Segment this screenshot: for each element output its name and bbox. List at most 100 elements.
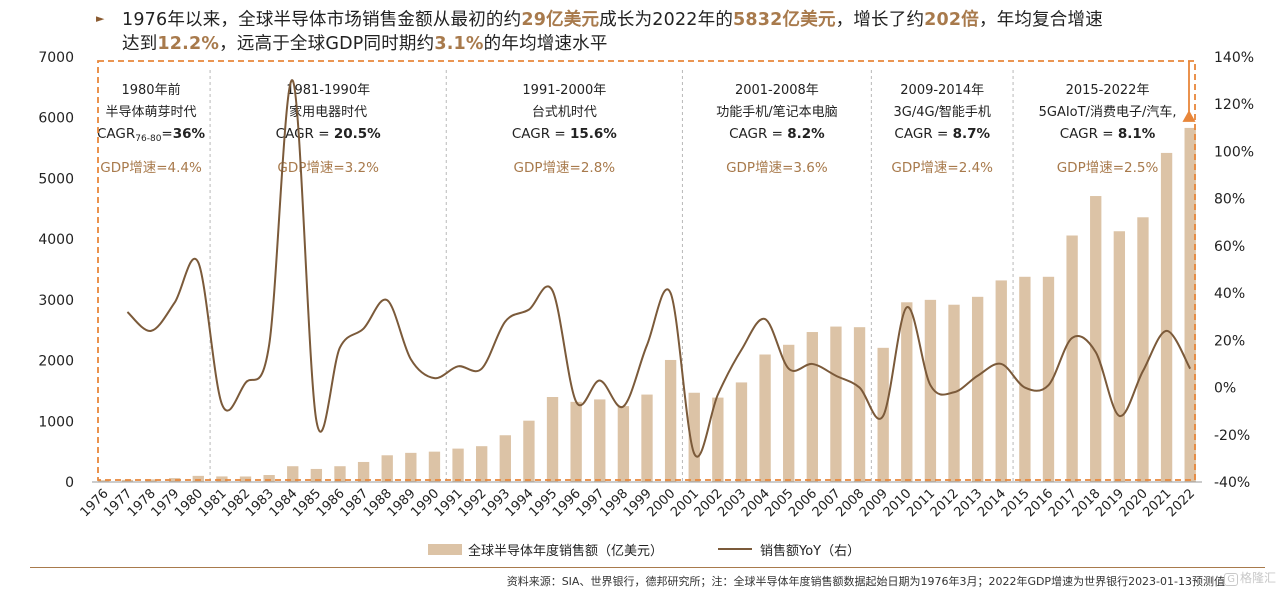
bar-1998 <box>617 406 630 482</box>
headline-highlight: 3.1% <box>434 34 484 54</box>
bar-2001 <box>688 392 700 482</box>
era-title: 1981-1990年 <box>286 83 370 98</box>
bar-1993 <box>499 435 511 482</box>
source-note: 资料来源：SIA、世界银行，德邦研究所；注：全球半导体年度销售额数据起始日期为1… <box>506 575 1225 588</box>
era-dividers <box>209 70 1014 482</box>
y-right-tick-label: 80% <box>1214 192 1245 208</box>
bar-1994 <box>523 420 535 482</box>
era-gdp-growth: GDP增速=2.4% <box>891 160 993 176</box>
bar-1977 <box>121 479 134 482</box>
headline-highlight: 29亿美元 <box>521 10 600 30</box>
era-dashed-box <box>97 60 1196 481</box>
y-axis-right: -40% -20% 0% 20% 40% 60% 80% 100% 120% 140% <box>1214 50 1254 491</box>
bar-1981 <box>216 476 228 482</box>
bar-1986 <box>334 466 346 482</box>
era-subtitle: 5GAIoT/消费电子/汽车, <box>1039 104 1177 120</box>
y-left-tick-label: 4000 <box>38 232 74 248</box>
x-axis-ticks: 1976197719781979198019811982198319841985… <box>78 486 1198 520</box>
bar-1988 <box>381 455 393 482</box>
era-cagr: CAGR = 8.7% <box>894 126 990 142</box>
y-left-tick-label: 5000 <box>38 171 74 187</box>
bar-2020 <box>1137 217 1149 483</box>
bar-1999 <box>641 394 653 482</box>
x-tick-label-2022: 2022 <box>1164 486 1198 520</box>
era-subtitle: 台式机时代 <box>532 105 597 120</box>
headline-line-2: 达到12.2%，远高于全球GDP同时期约3.1%的年均增速水平 <box>122 30 608 55</box>
legend-line-label: 销售额YoY（右） <box>760 543 860 559</box>
bar-series <box>98 127 1196 483</box>
headline-text: ，远高于全球GDP同时期约 <box>219 34 435 54</box>
y-right-tick-label: -20% <box>1214 428 1250 444</box>
era-cagr: CAGR = 8.1% <box>1060 126 1156 142</box>
bar-1997 <box>594 399 606 482</box>
bar-2014 <box>995 280 1007 482</box>
bar-2006 <box>806 332 818 482</box>
bar-2000 <box>664 359 677 482</box>
headline-text: 1976年以来，全球半导体市场销售金额从最初的约 <box>122 10 522 30</box>
era-gdp-growth: GDP增速=4.4% <box>100 160 202 176</box>
bar-1989 <box>405 452 417 482</box>
bar-1985 <box>310 468 323 482</box>
headline-highlight: 5832亿美元 <box>733 10 836 30</box>
era-gdp-growth: GDP增速=2.8% <box>514 160 616 176</box>
bar-2003 <box>735 382 748 482</box>
era-title: 2001-2008年 <box>735 83 819 98</box>
bar-2002 <box>712 397 724 482</box>
bar-1980 <box>192 475 204 482</box>
legend: 全球半导体年度销售额（亿美元） 销售额YoY（右） <box>428 543 860 559</box>
era-cagr: CAGR = 15.6% <box>512 126 617 142</box>
bar-1978 <box>145 479 157 482</box>
bar-1992 <box>476 446 488 482</box>
bar-1995 <box>546 397 559 482</box>
era-subtitle: 功能手机/笔记本电脑 <box>716 104 837 120</box>
bar-2004 <box>759 354 771 482</box>
era-cagr: CAGR76-80=36% <box>97 126 206 144</box>
era-subtitle: 半导体萌芽时代 <box>106 105 197 120</box>
bar-2021 <box>1160 152 1173 482</box>
y-right-tick-label: -40% <box>1214 475 1250 491</box>
headline-text: 达到 <box>122 34 158 54</box>
bar-1983 <box>263 475 275 482</box>
bar-1987 <box>357 461 370 482</box>
bar-1984 <box>287 466 299 482</box>
y-right-tick-label: 100% <box>1214 144 1254 160</box>
bar-1976 <box>98 480 110 482</box>
y-left-tick-label: 1000 <box>38 414 74 430</box>
bar-2015 <box>1019 276 1031 482</box>
era-arrow-icon <box>1182 61 1196 122</box>
y-right-tick-label: 40% <box>1214 286 1245 302</box>
y-right-tick-label: 60% <box>1214 239 1245 255</box>
bar-2005 <box>783 344 795 482</box>
bar-2022 <box>1184 127 1196 483</box>
bar-2010 <box>901 302 913 482</box>
legend-bar-swatch <box>428 544 462 555</box>
era-gdp-growth: GDP增速=3.6% <box>726 160 828 176</box>
era-cagr: CAGR = 20.5% <box>276 126 381 142</box>
watermark-logo-icon: G <box>1224 573 1238 586</box>
y-left-tick-label: 0 <box>65 475 74 491</box>
y-left-tick-label: 2000 <box>38 354 74 370</box>
y-right-tick-label: 120% <box>1214 97 1254 113</box>
headline-text: 的年均增速水平 <box>483 34 608 54</box>
y-right-tick-label: 0% <box>1214 381 1236 397</box>
era-title: 1980年前 <box>121 82 180 98</box>
legend-bar-label: 全球半导体年度销售额（亿美元） <box>468 543 663 559</box>
bar-1996 <box>570 401 582 482</box>
bar-2017 <box>1066 235 1078 482</box>
bar-2008 <box>853 327 866 482</box>
y-right-tick-label: 20% <box>1214 333 1245 349</box>
era-title: 1991-2000年 <box>522 83 606 98</box>
yoy-line-series <box>126 79 1192 458</box>
footer-rule <box>30 567 1265 568</box>
bar-2018 <box>1090 196 1102 483</box>
bullet-triangle-icon: ► <box>96 12 105 25</box>
bar-1991 <box>452 448 464 482</box>
y-right-tick-label: 140% <box>1214 50 1254 66</box>
y-left-tick-label: 6000 <box>38 111 74 127</box>
headline-text: ，年均复合增速 <box>979 10 1103 30</box>
bar-2012 <box>948 304 960 482</box>
era-title: 2015-2022年 <box>1066 83 1150 98</box>
headline-highlight: 202倍 <box>924 10 979 30</box>
bar-1990 <box>428 451 441 482</box>
